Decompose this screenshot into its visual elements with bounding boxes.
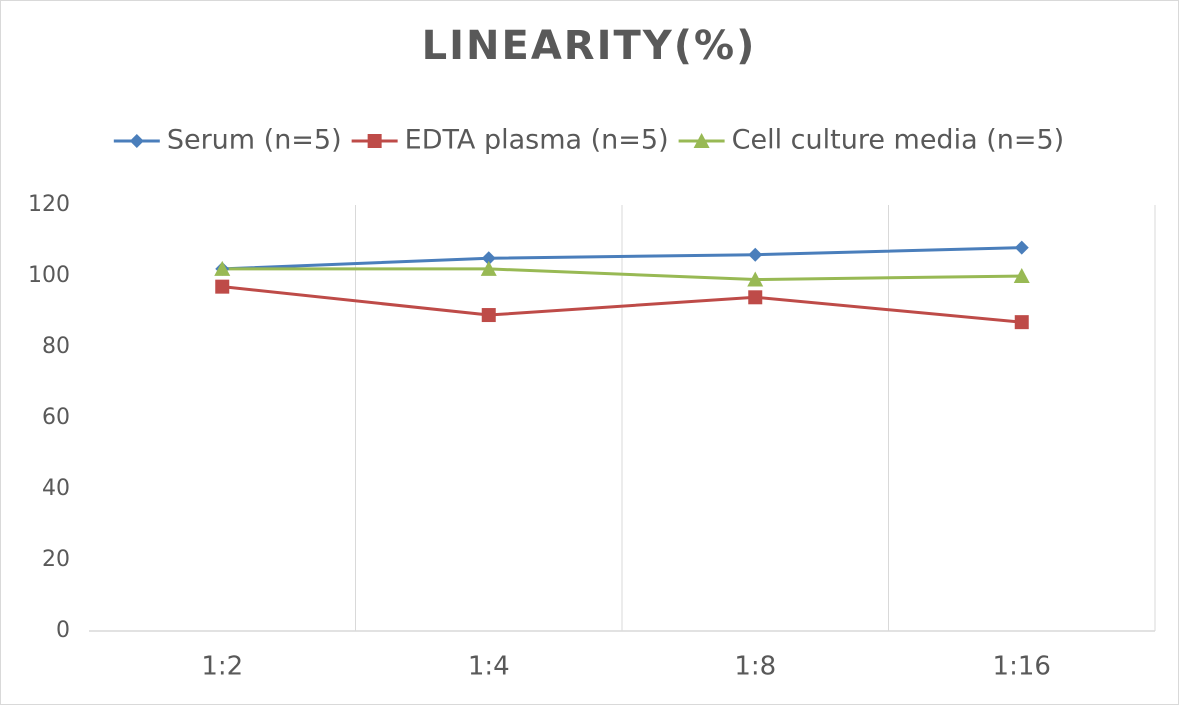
y-tick-label: 100: [28, 263, 70, 288]
marker: [1014, 315, 1029, 330]
marker: [693, 133, 710, 148]
series-line: [222, 246, 1022, 271]
marker: [480, 260, 497, 276]
x-tick-label: 1:16: [993, 652, 1051, 682]
legend: Serum (n=5) EDTA plasma (n=5) Cell culture…: [113, 125, 1065, 156]
x-tick-label: 1:8: [734, 652, 776, 682]
y-tick-label: 20: [42, 547, 70, 572]
chart-title: LINEARITY(%): [422, 23, 757, 69]
marker: [1014, 240, 1029, 255]
marker: [367, 134, 382, 148]
y-tick-label: 40: [42, 476, 70, 501]
x-tick-label: 1:2: [201, 652, 243, 682]
x-tick-label: 1:4: [468, 652, 510, 682]
marker: [215, 279, 230, 294]
legend-label: Serum (n=5): [167, 125, 342, 156]
series-line: [222, 285, 1022, 324]
y-tick-label: 80: [42, 334, 70, 359]
legend-label: EDTA plasma (n=5): [405, 125, 669, 156]
marker: [481, 251, 496, 266]
marker: [1013, 268, 1030, 283]
series-line: [222, 267, 1022, 282]
y-tick-label: 120: [28, 192, 70, 217]
marker: [748, 290, 763, 305]
marker: [129, 134, 144, 148]
legend-label: Cell culture media (n=5): [732, 125, 1065, 156]
marker: [214, 260, 231, 276]
marker: [481, 308, 496, 323]
y-tick-label: 0: [56, 618, 70, 643]
y-tick-label: 60: [42, 405, 70, 430]
marker: [748, 247, 763, 262]
marker: [747, 271, 764, 287]
